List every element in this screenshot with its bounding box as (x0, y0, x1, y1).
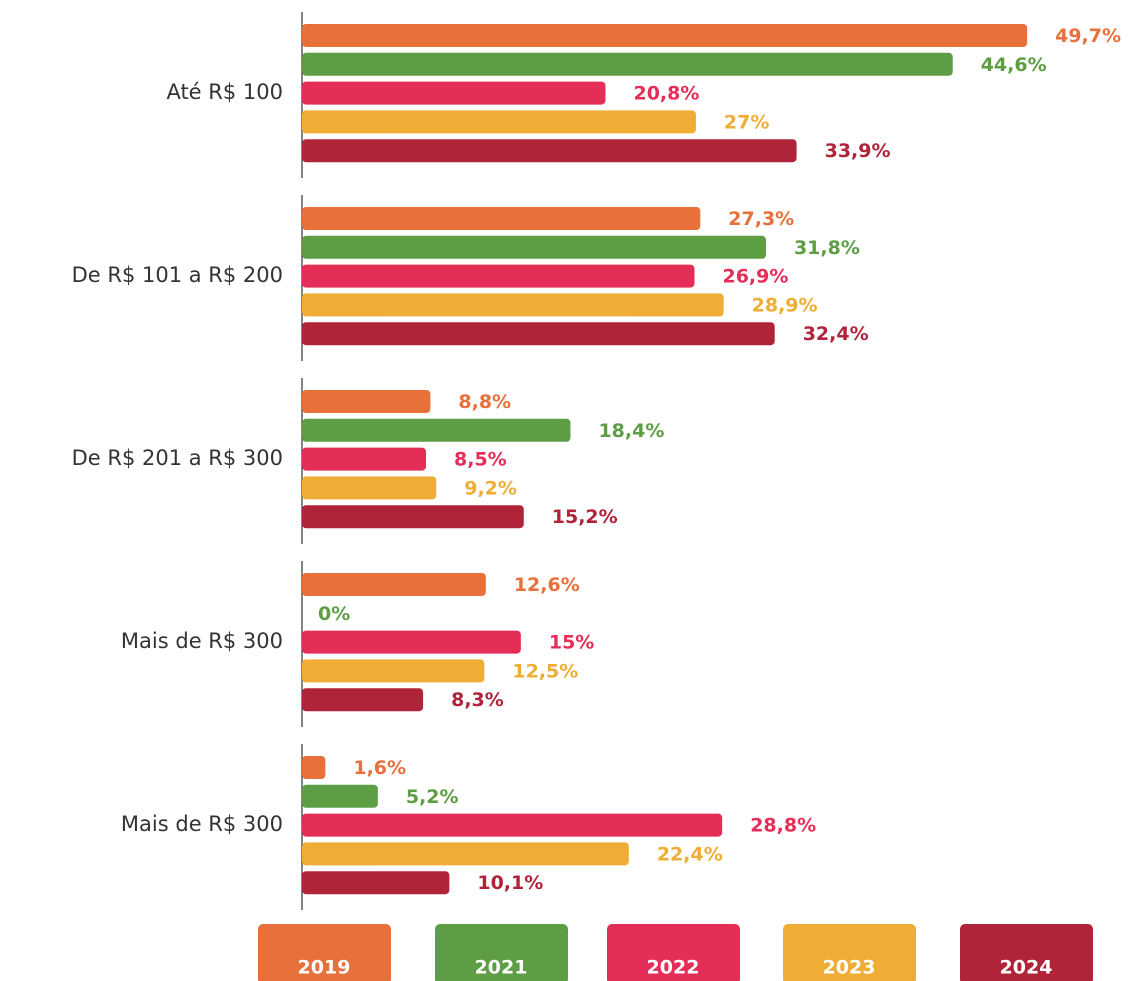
bar (302, 81, 606, 105)
value-label: 10,1% (477, 872, 543, 894)
value-label: 18,4% (598, 420, 664, 442)
legend-label: 2021 (475, 957, 528, 979)
bar (302, 52, 953, 76)
category-label: De R$ 101 a R$ 200 (72, 263, 283, 287)
value-label: 12,6% (514, 574, 580, 596)
bar (302, 630, 521, 654)
bar (302, 659, 485, 683)
value-label: 33,9% (825, 140, 891, 162)
bar (302, 784, 378, 808)
bar (302, 871, 450, 895)
value-label: 32,4% (803, 323, 869, 345)
bar (302, 110, 696, 134)
bar (302, 418, 571, 442)
category-label: Mais de R$ 300 (121, 812, 283, 836)
category-label: De R$ 201 a R$ 300 (72, 446, 283, 470)
legend-swatch (960, 924, 1093, 981)
value-label: 12,5% (512, 660, 578, 682)
category-label: Até R$ 100 (166, 80, 283, 104)
value-label: 22,4% (657, 843, 723, 865)
value-label: 5,2% (406, 786, 459, 808)
value-label: 15,2% (552, 506, 618, 528)
value-label: 44,6% (981, 54, 1047, 76)
legend-label: 2019 (298, 957, 351, 979)
value-label: 8,8% (458, 391, 511, 413)
bar (302, 264, 695, 288)
value-label: 20,8% (633, 83, 699, 105)
value-label: 28,9% (752, 294, 818, 316)
value-label: 1,6% (353, 757, 406, 779)
bar (302, 207, 701, 230)
legend-label: 2024 (1000, 957, 1053, 979)
bar (302, 390, 431, 413)
value-label: 49,7% (1055, 25, 1121, 47)
legend-swatch (607, 924, 740, 981)
bar (302, 139, 797, 163)
legend-swatch (435, 924, 568, 981)
value-label: 27% (724, 111, 769, 133)
value-label: 8,5% (454, 449, 507, 471)
bar (302, 293, 724, 317)
bar (302, 756, 326, 779)
value-label: 15% (549, 632, 594, 654)
bar (302, 235, 766, 259)
value-label: 31,8% (794, 237, 860, 259)
bar (302, 447, 427, 471)
value-label: 26,9% (722, 266, 788, 288)
legend-label: 2022 (647, 957, 700, 979)
value-label: 8,3% (451, 689, 504, 711)
legend-swatch (258, 924, 391, 981)
legend-swatch (783, 924, 916, 981)
bar (302, 688, 424, 712)
bar (302, 505, 524, 529)
value-label: 0% (318, 603, 350, 625)
bar (302, 842, 629, 866)
value-label: 27,3% (728, 208, 794, 230)
value-label: 9,2% (464, 477, 517, 499)
value-label: 28,8% (750, 815, 816, 837)
category-label: Mais de R$ 300 (121, 629, 283, 653)
bar (302, 476, 437, 500)
bar (302, 322, 775, 346)
bar (302, 573, 486, 596)
bar (302, 24, 1028, 47)
bar (302, 813, 723, 837)
legend-label: 2023 (823, 957, 876, 979)
